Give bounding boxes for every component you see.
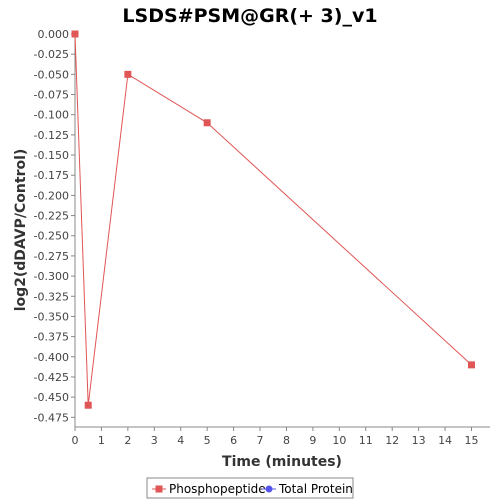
data-point [124,70,132,78]
plot-area [75,34,490,427]
x-tick-label: 0 [72,434,79,447]
y-tick-label: -0.300 [34,270,69,283]
x-tick-label: 1 [98,434,105,447]
data-point [203,119,211,127]
y-tick-label: -0.275 [34,250,69,263]
x-tick-label: 9 [309,434,316,447]
data-point [467,361,475,369]
x-tick-label: 6 [230,434,237,447]
data-point [84,401,92,409]
y-tick-label: -0.150 [34,149,69,162]
series-layer [71,30,475,409]
y-tick-label: -0.250 [34,230,69,243]
y-tick-label: -0.175 [34,169,69,182]
y-tick-label: -0.375 [34,331,69,344]
x-ticks: 0 1 2 3 4 5 6 7 8 9 10 11 12 13 14 15 [72,427,478,447]
x-tick-label: 7 [257,434,264,447]
y-tick-label: -0.200 [34,189,69,202]
x-tick-label: 3 [151,434,158,447]
legend-marker [155,485,163,493]
chart-title: LSDS#PSM@GR(+ 3)_v1 [122,5,377,27]
legend-label: Phosphopeptide [169,482,266,496]
x-tick-label: 13 [412,434,426,447]
y-tick-label: -0.475 [34,411,69,424]
y-axis-label: log2(dDAVP/Control) [13,149,29,312]
y-tick-label: -0.075 [34,89,69,102]
y-tick-label: -0.125 [34,129,69,142]
x-tick-label: 12 [385,434,399,447]
legend-marker [265,485,273,493]
legend-items: Phosphopeptide Total Protein [152,482,353,496]
x-tick-label: 10 [332,434,346,447]
data-point [71,30,79,38]
y-tick-label: -0.050 [34,68,69,81]
x-tick-label: 8 [283,434,290,447]
y-tick-label: -0.100 [34,109,69,122]
legend-box [146,477,354,499]
x-tick-label: 14 [438,434,452,447]
y-tick-label: -0.350 [34,310,69,323]
x-tick-label: 4 [177,434,184,447]
y-tick-label: 0.000 [38,28,70,41]
y-tick-label: -0.400 [34,351,69,364]
x-tick-label: 2 [124,434,131,447]
y-ticks: 0.000 -0.025 -0.050 -0.075 -0.100 -0.125 -0.15… [34,28,75,424]
y-tick-label: -0.425 [34,371,69,384]
y-tick-label: -0.450 [34,391,69,404]
y-tick-label: -0.325 [34,290,69,303]
y-tick-label: -0.225 [34,210,69,223]
legend-label: Total Protein [278,482,353,496]
y-tick-label: -0.025 [34,48,69,61]
x-tick-label: 11 [359,434,373,447]
x-axis-label: Time (minutes) [222,454,342,470]
legend: Phosphopeptide Total Protein [146,477,354,499]
x-tick-label: 5 [204,434,211,447]
x-tick-label: 15 [464,434,478,447]
